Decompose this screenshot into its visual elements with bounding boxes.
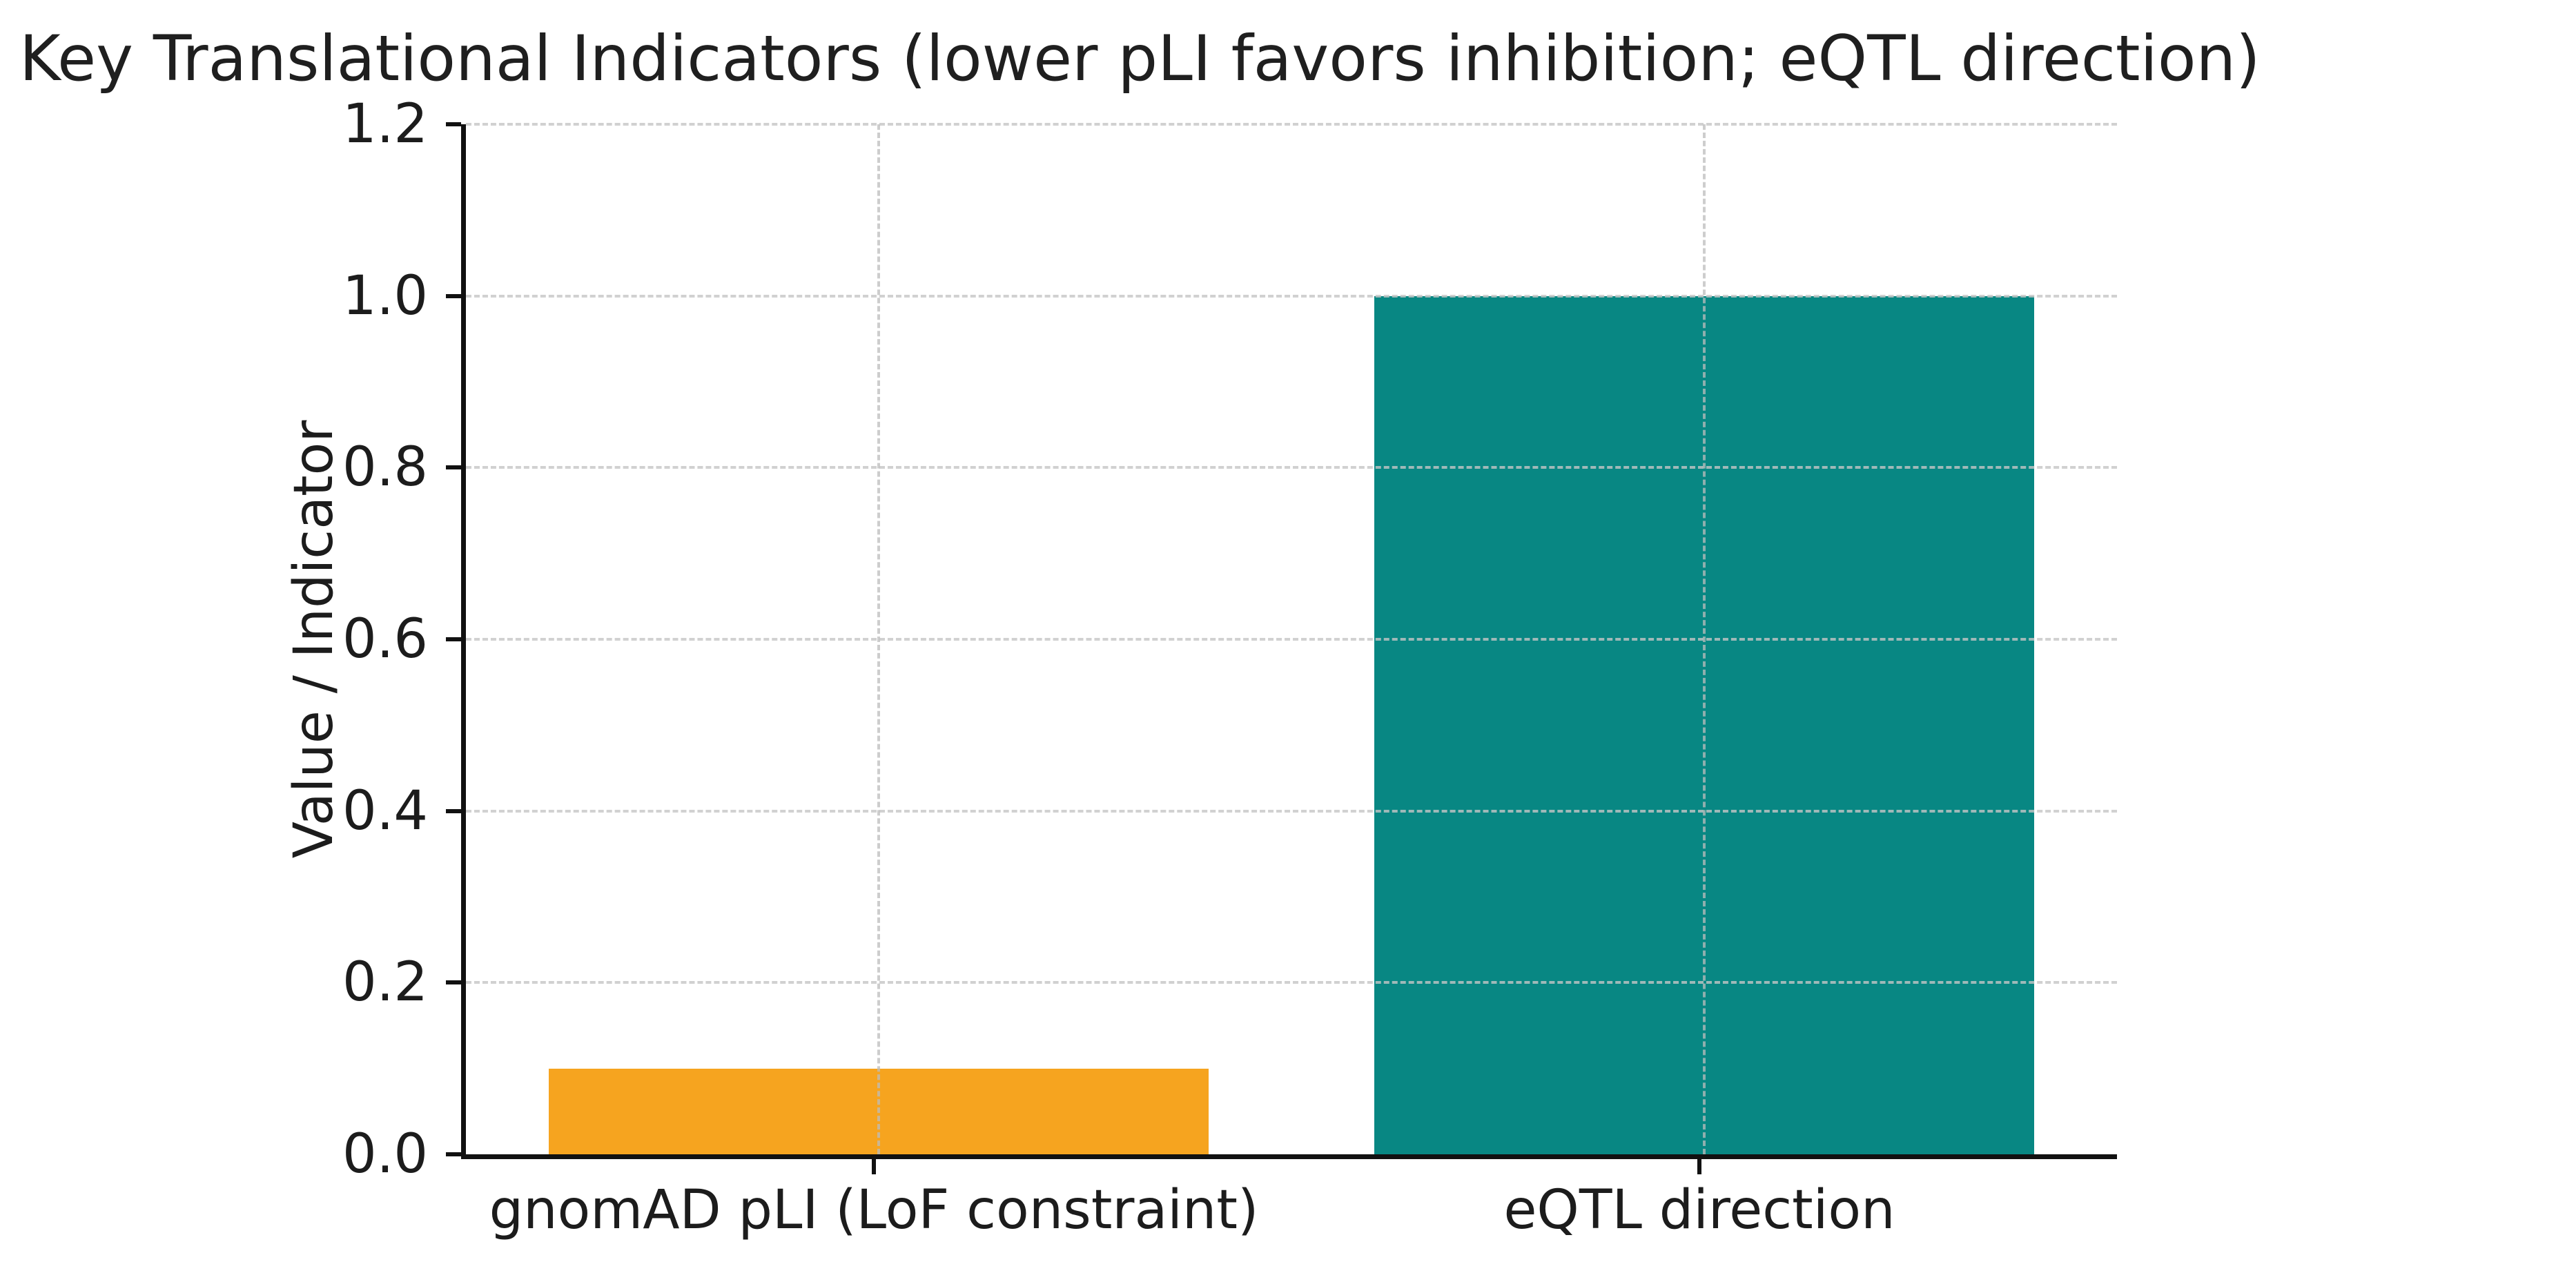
gridline-horizontal [466, 294, 2117, 298]
x-tick-mark [1697, 1159, 1701, 1174]
gridline-horizontal [466, 638, 2117, 641]
y-tick-label: 0.6 [342, 608, 428, 670]
y-tick-mark [446, 465, 461, 470]
y-tick-mark [446, 122, 461, 126]
y-tick-mark [446, 1152, 461, 1156]
y-tick-mark [446, 980, 461, 985]
y-tick-mark [446, 293, 461, 298]
x-tick-label: gnomAD pLI (LoF constraint) [489, 1179, 1259, 1241]
y-tick-mark [446, 637, 461, 641]
gridline-horizontal [466, 123, 2117, 126]
x-tick-mark [872, 1159, 876, 1174]
y-tick-label: 0.8 [342, 436, 428, 499]
gridline-vertical [877, 124, 880, 1154]
gridline-horizontal [466, 466, 2117, 469]
y-tick-label: 0.4 [342, 779, 428, 842]
chart-title: Key Translational Indicators (lower pLI … [19, 23, 2261, 95]
gridline-horizontal [466, 981, 2117, 984]
x-tick-label: eQTL direction [1503, 1179, 1895, 1241]
y-tick-label: 1.2 [342, 93, 428, 155]
plot-area [461, 123, 2117, 1159]
y-tick-label: 0.0 [342, 1123, 428, 1185]
gridline-vertical [1703, 124, 1706, 1154]
y-tick-label: 0.2 [342, 951, 428, 1014]
y-tick-mark [446, 808, 461, 813]
y-tick-label: 1.0 [342, 264, 428, 327]
gridline-horizontal [466, 809, 2117, 813]
